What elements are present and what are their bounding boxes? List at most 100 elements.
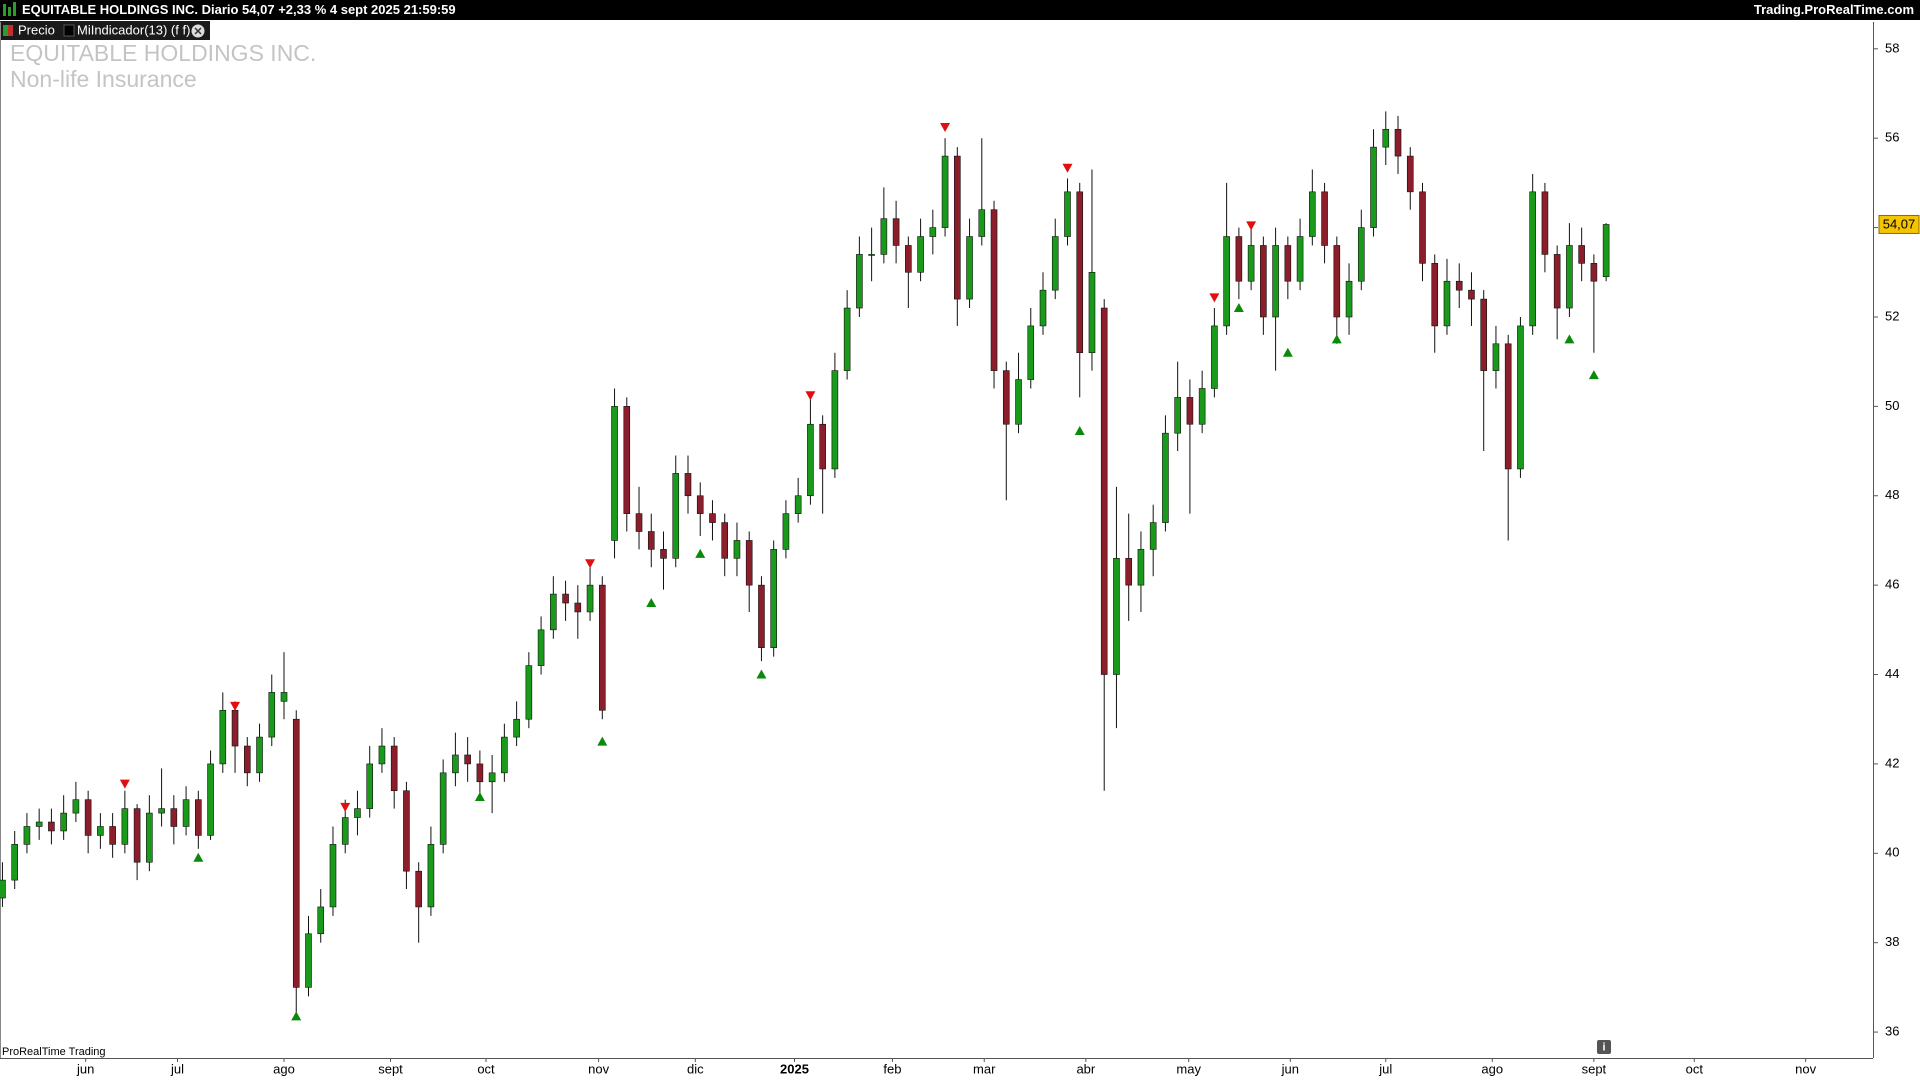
candle-body <box>880 218 888 255</box>
info-button[interactable] <box>1597 1040 1611 1054</box>
candle-body <box>1211 325 1218 389</box>
y-tick-label: 38 <box>1885 934 1899 949</box>
candle-body <box>1590 263 1598 282</box>
candle-body <box>1529 191 1536 327</box>
candle-body <box>574 602 582 613</box>
candle-body <box>268 692 276 738</box>
x-tick-label: ago <box>1481 1061 1503 1076</box>
candle-body <box>439 772 447 845</box>
candle-body <box>1284 245 1292 282</box>
info-icon: i <box>1602 1041 1605 1053</box>
x-tick-label: sept <box>378 1061 403 1076</box>
buy-signal <box>291 1011 302 1021</box>
candle-body <box>243 745 251 774</box>
candle-body <box>378 745 386 765</box>
candle-body <box>1088 271 1096 354</box>
candle-body <box>868 254 875 256</box>
candle-body <box>1492 343 1500 371</box>
sell-signal <box>585 559 596 569</box>
buy-signal <box>1588 370 1599 380</box>
site-name[interactable]: Trading.ProRealTime.com <box>1754 2 1914 17</box>
y-tick-label: 56 <box>1885 130 1899 145</box>
candle-body <box>623 406 631 514</box>
candle-body <box>1357 227 1365 282</box>
sell-signal <box>1209 293 1220 303</box>
candle-body <box>513 718 520 738</box>
y-tick-label: 44 <box>1885 666 1899 681</box>
x-tick-label: oct <box>477 1061 495 1076</box>
candle-body <box>415 870 422 908</box>
candle-body <box>782 513 790 550</box>
candle-body <box>158 808 165 814</box>
candle-body <box>1553 254 1561 309</box>
candle-body <box>905 245 912 273</box>
x-tick-label: jul <box>170 1061 184 1076</box>
tab[interactable]: Precio <box>18 22 55 37</box>
candle-body <box>1504 343 1512 470</box>
candle-body <box>317 906 325 935</box>
candle-body <box>133 808 141 863</box>
candle-body <box>1064 191 1071 237</box>
buy-signal <box>1074 425 1085 435</box>
candle-body <box>843 307 851 371</box>
candle-body <box>121 808 129 845</box>
y-tick-label: 52 <box>1885 308 1899 323</box>
candle-body <box>219 709 227 765</box>
candle-body <box>807 423 814 497</box>
x-tick-label: sept <box>1582 1061 1607 1076</box>
candle-body <box>403 790 410 872</box>
candle-body <box>745 540 753 586</box>
candle-body <box>1137 549 1145 586</box>
candle-body <box>1578 245 1585 264</box>
candle-body <box>1541 191 1549 255</box>
quote-header: EQUITABLE HOLDINGS INC. Diario 54,07 +2,… <box>22 2 456 17</box>
candle-body <box>611 406 618 541</box>
buy-signal <box>597 736 608 746</box>
candle-body <box>109 826 116 845</box>
candle-body <box>1186 397 1194 425</box>
y-tick-label: 36 <box>1885 1024 1899 1039</box>
x-tick-label: jun <box>76 1061 94 1076</box>
candle-body <box>672 473 680 559</box>
candle-body <box>1100 307 1108 675</box>
candle-body <box>562 593 569 604</box>
indicator-icon <box>63 24 75 37</box>
buy-signal <box>1564 334 1575 344</box>
candle-body <box>1125 558 1132 586</box>
buy-signal <box>1331 334 1342 344</box>
candle-body <box>48 821 55 832</box>
candle-body <box>1602 224 1610 278</box>
candle-body <box>929 227 937 237</box>
candle-body <box>550 593 557 631</box>
candle-body <box>207 763 214 836</box>
candle-body <box>476 763 484 783</box>
last-price-label: 54,07 <box>1883 216 1916 231</box>
tab[interactable]: MiIndicador(13) (f f) <box>77 22 190 37</box>
candle-body <box>537 629 545 666</box>
candle-body <box>1002 370 1010 425</box>
candle-body <box>770 549 777 649</box>
candle-body <box>1443 280 1451 327</box>
chart-title: EQUITABLE HOLDINGS INC. <box>10 40 316 66</box>
candle-body <box>525 665 533 720</box>
candle-body <box>1174 397 1181 434</box>
candle-body <box>990 209 998 371</box>
candle-body <box>1394 128 1402 157</box>
candle-body <box>1455 280 1463 291</box>
price-icon <box>3 25 8 36</box>
candle-body <box>1027 325 1035 380</box>
sell-signal <box>1062 163 1073 173</box>
y-tick-label: 40 <box>1885 845 1899 860</box>
sell-signal <box>230 701 241 711</box>
candle-body <box>488 772 496 783</box>
candle-body <box>1345 280 1353 318</box>
candle-body <box>182 799 190 827</box>
price-icon <box>8 25 13 36</box>
last-price-box <box>1878 214 1920 234</box>
buy-signal <box>1233 303 1244 313</box>
buy-signal <box>695 548 706 558</box>
sell-signal <box>119 779 130 789</box>
sell-signal <box>940 123 951 133</box>
